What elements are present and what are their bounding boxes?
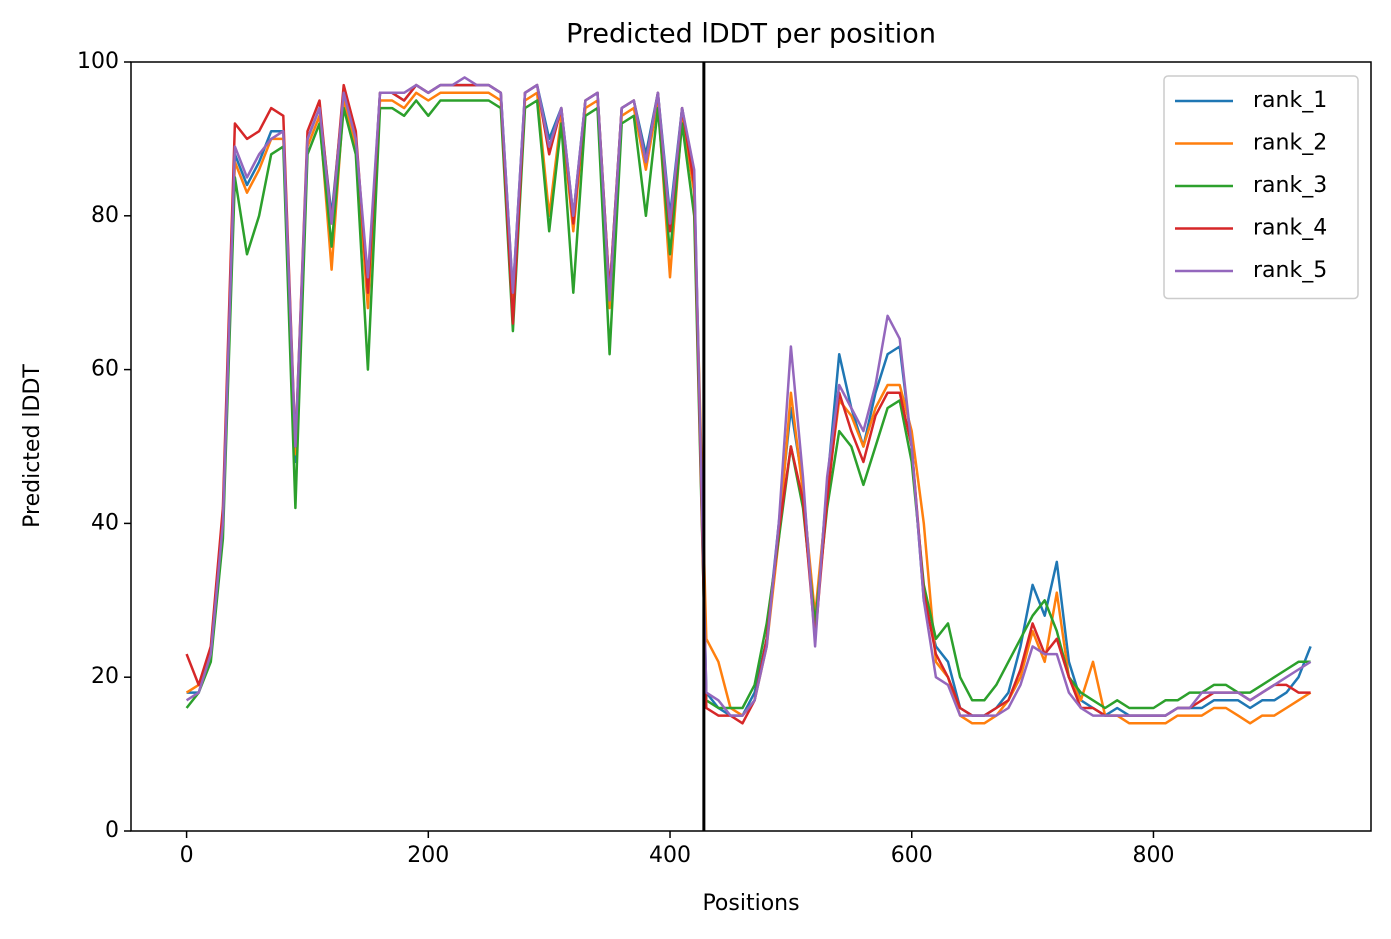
line-series	[185, 99, 1311, 710]
x-axis-label: Positions	[702, 891, 799, 916]
y-tick-label: 80	[91, 203, 119, 228]
x-tick-label: 400	[649, 843, 691, 868]
y-tick-label: 0	[105, 818, 119, 843]
x-tick-label: 600	[891, 843, 933, 868]
legend-label: rank_1	[1253, 88, 1327, 113]
plot-area	[185, 62, 1312, 831]
line-series	[185, 76, 1312, 717]
legend-box	[1163, 75, 1359, 300]
legend-label: rank_4	[1253, 216, 1327, 241]
chart-title: Predicted lDDT per position	[566, 19, 936, 50]
legend-label: rank_5	[1253, 258, 1327, 283]
y-tick-label: 20	[91, 664, 119, 689]
x-tick-label: 0	[180, 843, 194, 868]
y-tick-label: 40	[91, 510, 119, 535]
x-tick-label: 800	[1132, 843, 1174, 868]
legend-label: rank_3	[1253, 173, 1327, 198]
y-tick-label: 100	[77, 49, 119, 74]
y-axis-label: Predicted lDDT	[20, 364, 45, 528]
x-tick-label: 200	[407, 843, 449, 868]
legend-label: rank_2	[1253, 131, 1327, 156]
y-tick-label: 60	[91, 357, 119, 382]
axes-frame	[130, 61, 1372, 832]
